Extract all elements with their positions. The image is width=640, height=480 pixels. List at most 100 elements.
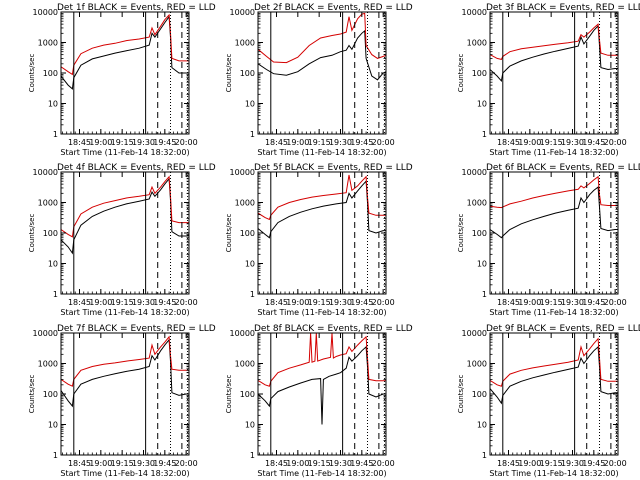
y-tick-label: 10 — [48, 260, 58, 269]
panel-title: Det 1f BLACK = Events, RED = LLD — [57, 3, 216, 13]
y-tick-label: 10000 — [462, 329, 487, 338]
x-tick-label: 18:45 — [265, 138, 288, 147]
y-tick-label: 1 — [53, 130, 58, 139]
x-tick-label: 19:45 — [582, 138, 605, 147]
y-tick-label: 10 — [48, 421, 58, 430]
y-axis-label: Counts/sec — [457, 214, 465, 253]
x-tick-label: 18:45 — [68, 298, 91, 307]
x-tick-label: 19:15 — [540, 298, 563, 307]
panel-det-8: 1 10 100 1000 10000 18:4519:0019:1519:3019:45… — [225, 324, 413, 478]
y-tick-label: 100 — [43, 69, 58, 78]
y-tick-label: 1 — [250, 290, 255, 299]
x-axis-label: Start Time (11-Feb-14 18:32:00) — [257, 308, 386, 317]
x-tick-label: 19:30 — [329, 459, 352, 468]
y-tick-label: 1 — [53, 451, 58, 460]
y-tick-label: 10 — [245, 100, 255, 109]
x-tick-label: 18:45 — [68, 138, 91, 147]
y-axis-label: Counts/sec — [28, 375, 36, 414]
x-axis-label: Start Time (11-Feb-14 18:32:00) — [257, 148, 386, 157]
panel-det-3: 1 10 100 1000 10000 18:4519:0019:1519:3019:45… — [457, 3, 640, 157]
panel-title: Det 6f BLACK = Events, RED = LLD — [486, 163, 640, 173]
x-tick-label: 18:45 — [68, 459, 91, 468]
x-tick-label: 20:00 — [175, 459, 198, 468]
y-tick-label: 100 — [43, 229, 58, 238]
y-tick-label: 1000 — [38, 39, 58, 48]
series-line-lld — [258, 174, 386, 221]
series-line-lld — [258, 12, 386, 64]
panel-title: Det 3f BLACK = Events, RED = LLD — [486, 3, 640, 13]
x-tick-label: 20:00 — [604, 138, 627, 147]
x-tick-label: 18:45 — [497, 298, 520, 307]
x-tick-label: 19:15 — [540, 138, 563, 147]
x-tick-label: 18:45 — [497, 138, 520, 147]
y-tick-label: 1 — [53, 290, 58, 299]
x-tick-label: 19:15 — [111, 138, 134, 147]
y-tick-label: 1 — [482, 290, 487, 299]
series-line-lld — [490, 337, 618, 387]
x-tick-label: 18:45 — [265, 459, 288, 468]
x-tick-label: 19:30 — [132, 138, 155, 147]
y-tick-label: 1000 — [235, 199, 255, 208]
x-axis-label: Start Time (11-Feb-14 18:32:00) — [257, 469, 386, 478]
y-axis-label: Counts/sec — [225, 54, 233, 93]
x-tick-label: 19:00 — [89, 459, 112, 468]
x-axis-label: Start Time (11-Feb-14 18:32:00) — [489, 148, 618, 157]
x-tick-label: 19:15 — [308, 298, 331, 307]
series-line-lld — [258, 333, 386, 387]
panel-title: Det 7f BLACK = Events, RED = LLD — [57, 324, 216, 334]
panel-det-2: 1 10 100 1000 10000 18:4519:0019:1519:3019:45… — [225, 3, 413, 157]
x-tick-label: 19:15 — [111, 298, 134, 307]
x-tick-label: 19:15 — [308, 138, 331, 147]
series-line-events — [490, 186, 618, 239]
x-tick-label: 18:45 — [265, 298, 288, 307]
series-line-lld — [490, 23, 618, 60]
y-tick-label: 10 — [477, 260, 487, 269]
y-axis-label: Counts/sec — [457, 54, 465, 93]
x-tick-label: 19:00 — [286, 138, 309, 147]
x-tick-label: 19:45 — [153, 459, 176, 468]
y-tick-label: 1000 — [235, 39, 255, 48]
y-tick-label: 10 — [245, 260, 255, 269]
y-tick-label: 100 — [472, 390, 487, 399]
y-tick-label: 1 — [250, 451, 255, 460]
y-tick-label: 10000 — [462, 8, 487, 17]
y-tick-label: 10000 — [230, 168, 255, 177]
panel-det-9: 1 10 100 1000 10000 18:4519:0019:1519:3019:45… — [457, 324, 640, 478]
y-axis-label: Counts/sec — [225, 375, 233, 414]
panel-det-4: 1 10 100 1000 10000 18:4519:0019:1519:3019:45… — [28, 163, 216, 317]
y-tick-label: 1 — [482, 130, 487, 139]
x-tick-label: 19:00 — [518, 459, 541, 468]
y-axis-label: Counts/sec — [225, 214, 233, 253]
x-axis-label: Start Time (11-Feb-14 18:32:00) — [489, 308, 618, 317]
x-tick-label: 19:45 — [582, 459, 605, 468]
x-tick-label: 20:00 — [372, 138, 395, 147]
x-tick-label: 19:00 — [286, 459, 309, 468]
series-line-lld — [490, 175, 618, 209]
y-tick-label: 10 — [245, 421, 255, 430]
x-tick-label: 20:00 — [175, 138, 198, 147]
series-line-events — [490, 24, 618, 83]
y-tick-label: 10000 — [33, 329, 58, 338]
y-tick-label: 1 — [250, 130, 255, 139]
x-tick-label: 19:30 — [132, 459, 155, 468]
panel-det-7: 1 10 100 1000 10000 18:4519:0019:1519:3019:45… — [28, 324, 216, 478]
x-tick-label: 18:45 — [497, 459, 520, 468]
x-tick-label: 19:30 — [329, 138, 352, 147]
x-tick-label: 20:00 — [372, 298, 395, 307]
panel-title: Det 8f BLACK = Events, RED = LLD — [254, 324, 413, 334]
panel-det-5: 1 10 100 1000 10000 18:4519:0019:1519:3019:45… — [225, 163, 413, 317]
series-line-events — [258, 29, 386, 81]
x-tick-label: 19:00 — [89, 298, 112, 307]
panel-title: Det 5f BLACK = Events, RED = LLD — [254, 163, 413, 173]
y-tick-label: 1000 — [467, 199, 487, 208]
x-axis-label: Start Time (11-Feb-14 18:32:00) — [60, 469, 189, 478]
y-tick-label: 1000 — [38, 199, 58, 208]
x-axis-label: Start Time (11-Feb-14 18:32:00) — [60, 148, 189, 157]
x-tick-label: 20:00 — [604, 459, 627, 468]
y-tick-label: 10000 — [33, 168, 58, 177]
x-tick-label: 19:30 — [561, 459, 584, 468]
y-tick-label: 10000 — [33, 8, 58, 17]
x-tick-label: 19:30 — [132, 298, 155, 307]
x-tick-label: 19:30 — [561, 298, 584, 307]
y-tick-label: 10000 — [230, 329, 255, 338]
